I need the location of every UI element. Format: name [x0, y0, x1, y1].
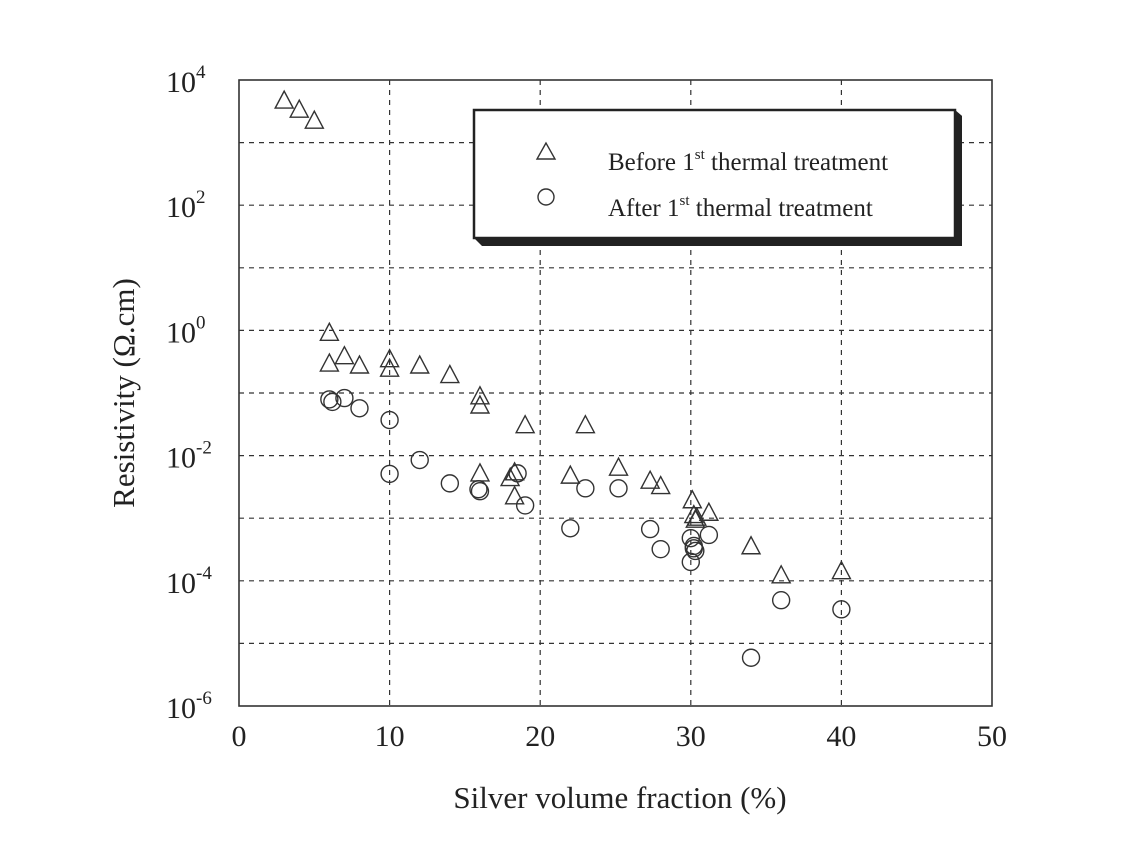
triangle-marker [289, 98, 310, 118]
circle-marker [508, 464, 527, 483]
triangle-marker [770, 564, 792, 584]
triangle-marker [575, 414, 596, 434]
legend: Before 1st thermal treatment After 1st t… [472, 108, 962, 246]
circle-marker [410, 450, 429, 470]
x-tick-label: 0 [232, 720, 247, 753]
circle-marker [651, 539, 670, 559]
plot-frame [238, 79, 993, 707]
x-tick-label: 40 [826, 720, 856, 753]
y-tick-label: 10-6 [166, 688, 212, 725]
triangle-marker [560, 464, 581, 484]
y-tick-label: 10-4 [166, 563, 212, 600]
data-points [274, 89, 852, 667]
triangle-marker [831, 560, 852, 580]
triangle-marker [469, 394, 491, 414]
triangle-marker [274, 89, 295, 109]
y-axis-ticks: 104 102 100 10-2 10-4 10-6 [166, 62, 212, 725]
circle-marker [609, 479, 628, 498]
circle-marker [350, 399, 369, 418]
triangle-marker [650, 475, 671, 495]
triangle-marker [379, 348, 400, 368]
triangle-marker [504, 461, 525, 481]
circle-marker [576, 479, 595, 498]
triangle-marker [608, 456, 629, 476]
triangle-marker [639, 469, 661, 489]
y-tick-label: 104 [166, 62, 206, 99]
circle-marker [771, 590, 791, 610]
triangle-marker [409, 354, 430, 374]
triangle-marker [334, 345, 355, 365]
x-tick-label: 30 [676, 720, 706, 753]
x-tick-label: 50 [977, 720, 1007, 753]
circle-marker [470, 481, 490, 501]
circle-marker [832, 600, 851, 619]
triangle-marker [514, 414, 536, 434]
circle-marker [323, 392, 342, 412]
circle-marker [440, 474, 460, 493]
triangle-icon [535, 141, 557, 160]
legend-box [472, 108, 957, 240]
triangle-marker [304, 109, 325, 129]
y-axis-title: Resistivity (Ω.cm) [106, 278, 141, 508]
circle-marker [380, 410, 399, 430]
triangle-marker [499, 467, 521, 487]
circle-icon [537, 188, 555, 206]
x-tick-label: 10 [375, 720, 405, 753]
y-tick-label: 10-2 [166, 438, 212, 475]
circle-marker [681, 552, 700, 572]
legend-item-after: After 1st thermal treatment [608, 193, 873, 222]
circle-marker [561, 519, 580, 538]
triangle-marker [379, 357, 400, 377]
circle-marker [320, 390, 339, 409]
triangle-marker [683, 504, 704, 524]
circle-marker [681, 528, 700, 548]
y-tick-label: 102 [166, 187, 206, 224]
circle-marker [699, 525, 719, 545]
circle-marker [469, 480, 488, 499]
circle-marker [640, 519, 660, 539]
triangle-marker [469, 385, 491, 405]
triangle-marker [349, 354, 370, 374]
x-tick-label: 20 [525, 720, 555, 753]
triangle-marker [698, 501, 720, 521]
triangle-marker [682, 489, 703, 509]
circle-marker [741, 648, 761, 667]
legend-item-before: Before 1st thermal treatment [608, 147, 888, 176]
triangle-marker [469, 462, 491, 482]
y-tick-label: 100 [166, 312, 206, 349]
triangle-marker [504, 485, 525, 505]
x-axis-title: Silver volume fraction (%) [453, 780, 786, 815]
x-axis-ticks: 0 10 20 30 40 50 [232, 720, 1008, 753]
triangle-marker [439, 364, 461, 384]
circle-marker [380, 464, 399, 484]
triangle-marker [319, 352, 340, 372]
triangle-marker [319, 321, 340, 341]
circle-marker [515, 496, 535, 515]
circle-marker [335, 388, 354, 408]
triangle-marker [740, 535, 762, 555]
